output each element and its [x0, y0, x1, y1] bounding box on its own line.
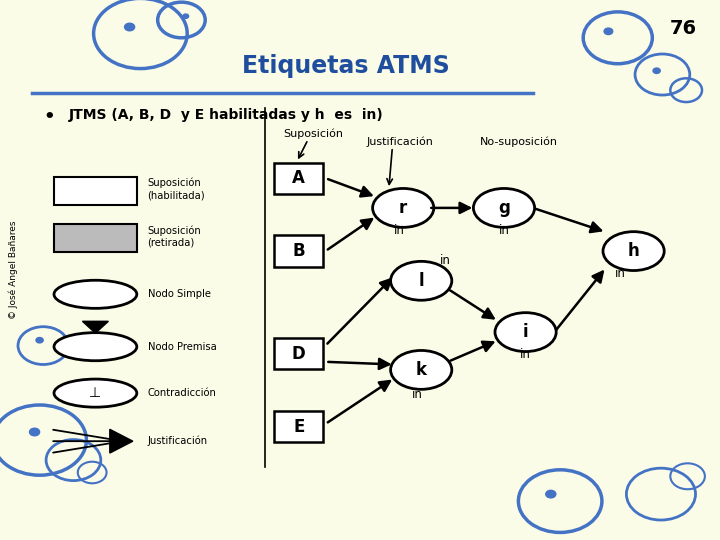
- Ellipse shape: [603, 232, 665, 271]
- Text: Suposición: Suposición: [283, 129, 343, 139]
- Ellipse shape: [54, 333, 137, 361]
- Text: in: in: [394, 224, 405, 237]
- Circle shape: [36, 338, 43, 343]
- FancyBboxPatch shape: [274, 235, 323, 267]
- Text: i: i: [523, 323, 528, 341]
- Text: r: r: [399, 199, 408, 217]
- FancyBboxPatch shape: [54, 177, 137, 205]
- Text: •: •: [43, 108, 55, 126]
- Text: l: l: [418, 272, 424, 290]
- Text: g: g: [498, 199, 510, 217]
- Text: A: A: [292, 169, 305, 187]
- Text: Justificación: Justificación: [148, 436, 208, 447]
- Text: Contradicción: Contradicción: [148, 388, 217, 398]
- Circle shape: [30, 428, 40, 436]
- Polygon shape: [109, 429, 133, 453]
- FancyBboxPatch shape: [54, 224, 137, 252]
- FancyBboxPatch shape: [274, 163, 323, 194]
- Text: in: in: [412, 388, 423, 401]
- Text: in: in: [439, 254, 451, 267]
- Circle shape: [546, 490, 556, 498]
- Ellipse shape: [390, 261, 452, 300]
- Text: B: B: [292, 242, 305, 260]
- Circle shape: [183, 14, 189, 18]
- Text: Suposición
(retirada): Suposición (retirada): [148, 226, 202, 247]
- Text: No-suposición: No-suposición: [480, 137, 557, 147]
- Ellipse shape: [54, 280, 137, 308]
- Text: in: in: [615, 267, 626, 280]
- Text: E: E: [293, 417, 305, 436]
- Text: D: D: [292, 345, 306, 363]
- FancyBboxPatch shape: [274, 338, 323, 369]
- Text: 76: 76: [670, 19, 697, 38]
- Ellipse shape: [54, 379, 137, 407]
- Text: k: k: [415, 361, 427, 379]
- Circle shape: [125, 23, 135, 31]
- Ellipse shape: [495, 313, 557, 352]
- Text: Etiquetas ATMS: Etiquetas ATMS: [242, 54, 449, 78]
- Text: © José Angel Bañares: © José Angel Bañares: [8, 221, 18, 319]
- Text: ⊥: ⊥: [89, 386, 102, 400]
- FancyBboxPatch shape: [274, 411, 323, 442]
- Text: Justificación: Justificación: [366, 137, 433, 147]
- Ellipse shape: [390, 350, 452, 389]
- Ellipse shape: [373, 188, 434, 227]
- Text: in: in: [520, 348, 531, 361]
- Text: JTMS (A, B, D  y E habilitadas y h  es  in): JTMS (A, B, D y E habilitadas y h es in): [68, 108, 383, 122]
- Text: Nodo Premisa: Nodo Premisa: [148, 342, 216, 352]
- Circle shape: [653, 68, 660, 73]
- Text: h: h: [628, 242, 639, 260]
- Text: Nodo Simple: Nodo Simple: [148, 289, 211, 299]
- Ellipse shape: [473, 188, 534, 227]
- Text: in: in: [498, 224, 510, 237]
- Circle shape: [604, 28, 613, 35]
- Polygon shape: [82, 321, 108, 333]
- Text: Suposición
(habilitada): Suposición (habilitada): [148, 178, 205, 200]
